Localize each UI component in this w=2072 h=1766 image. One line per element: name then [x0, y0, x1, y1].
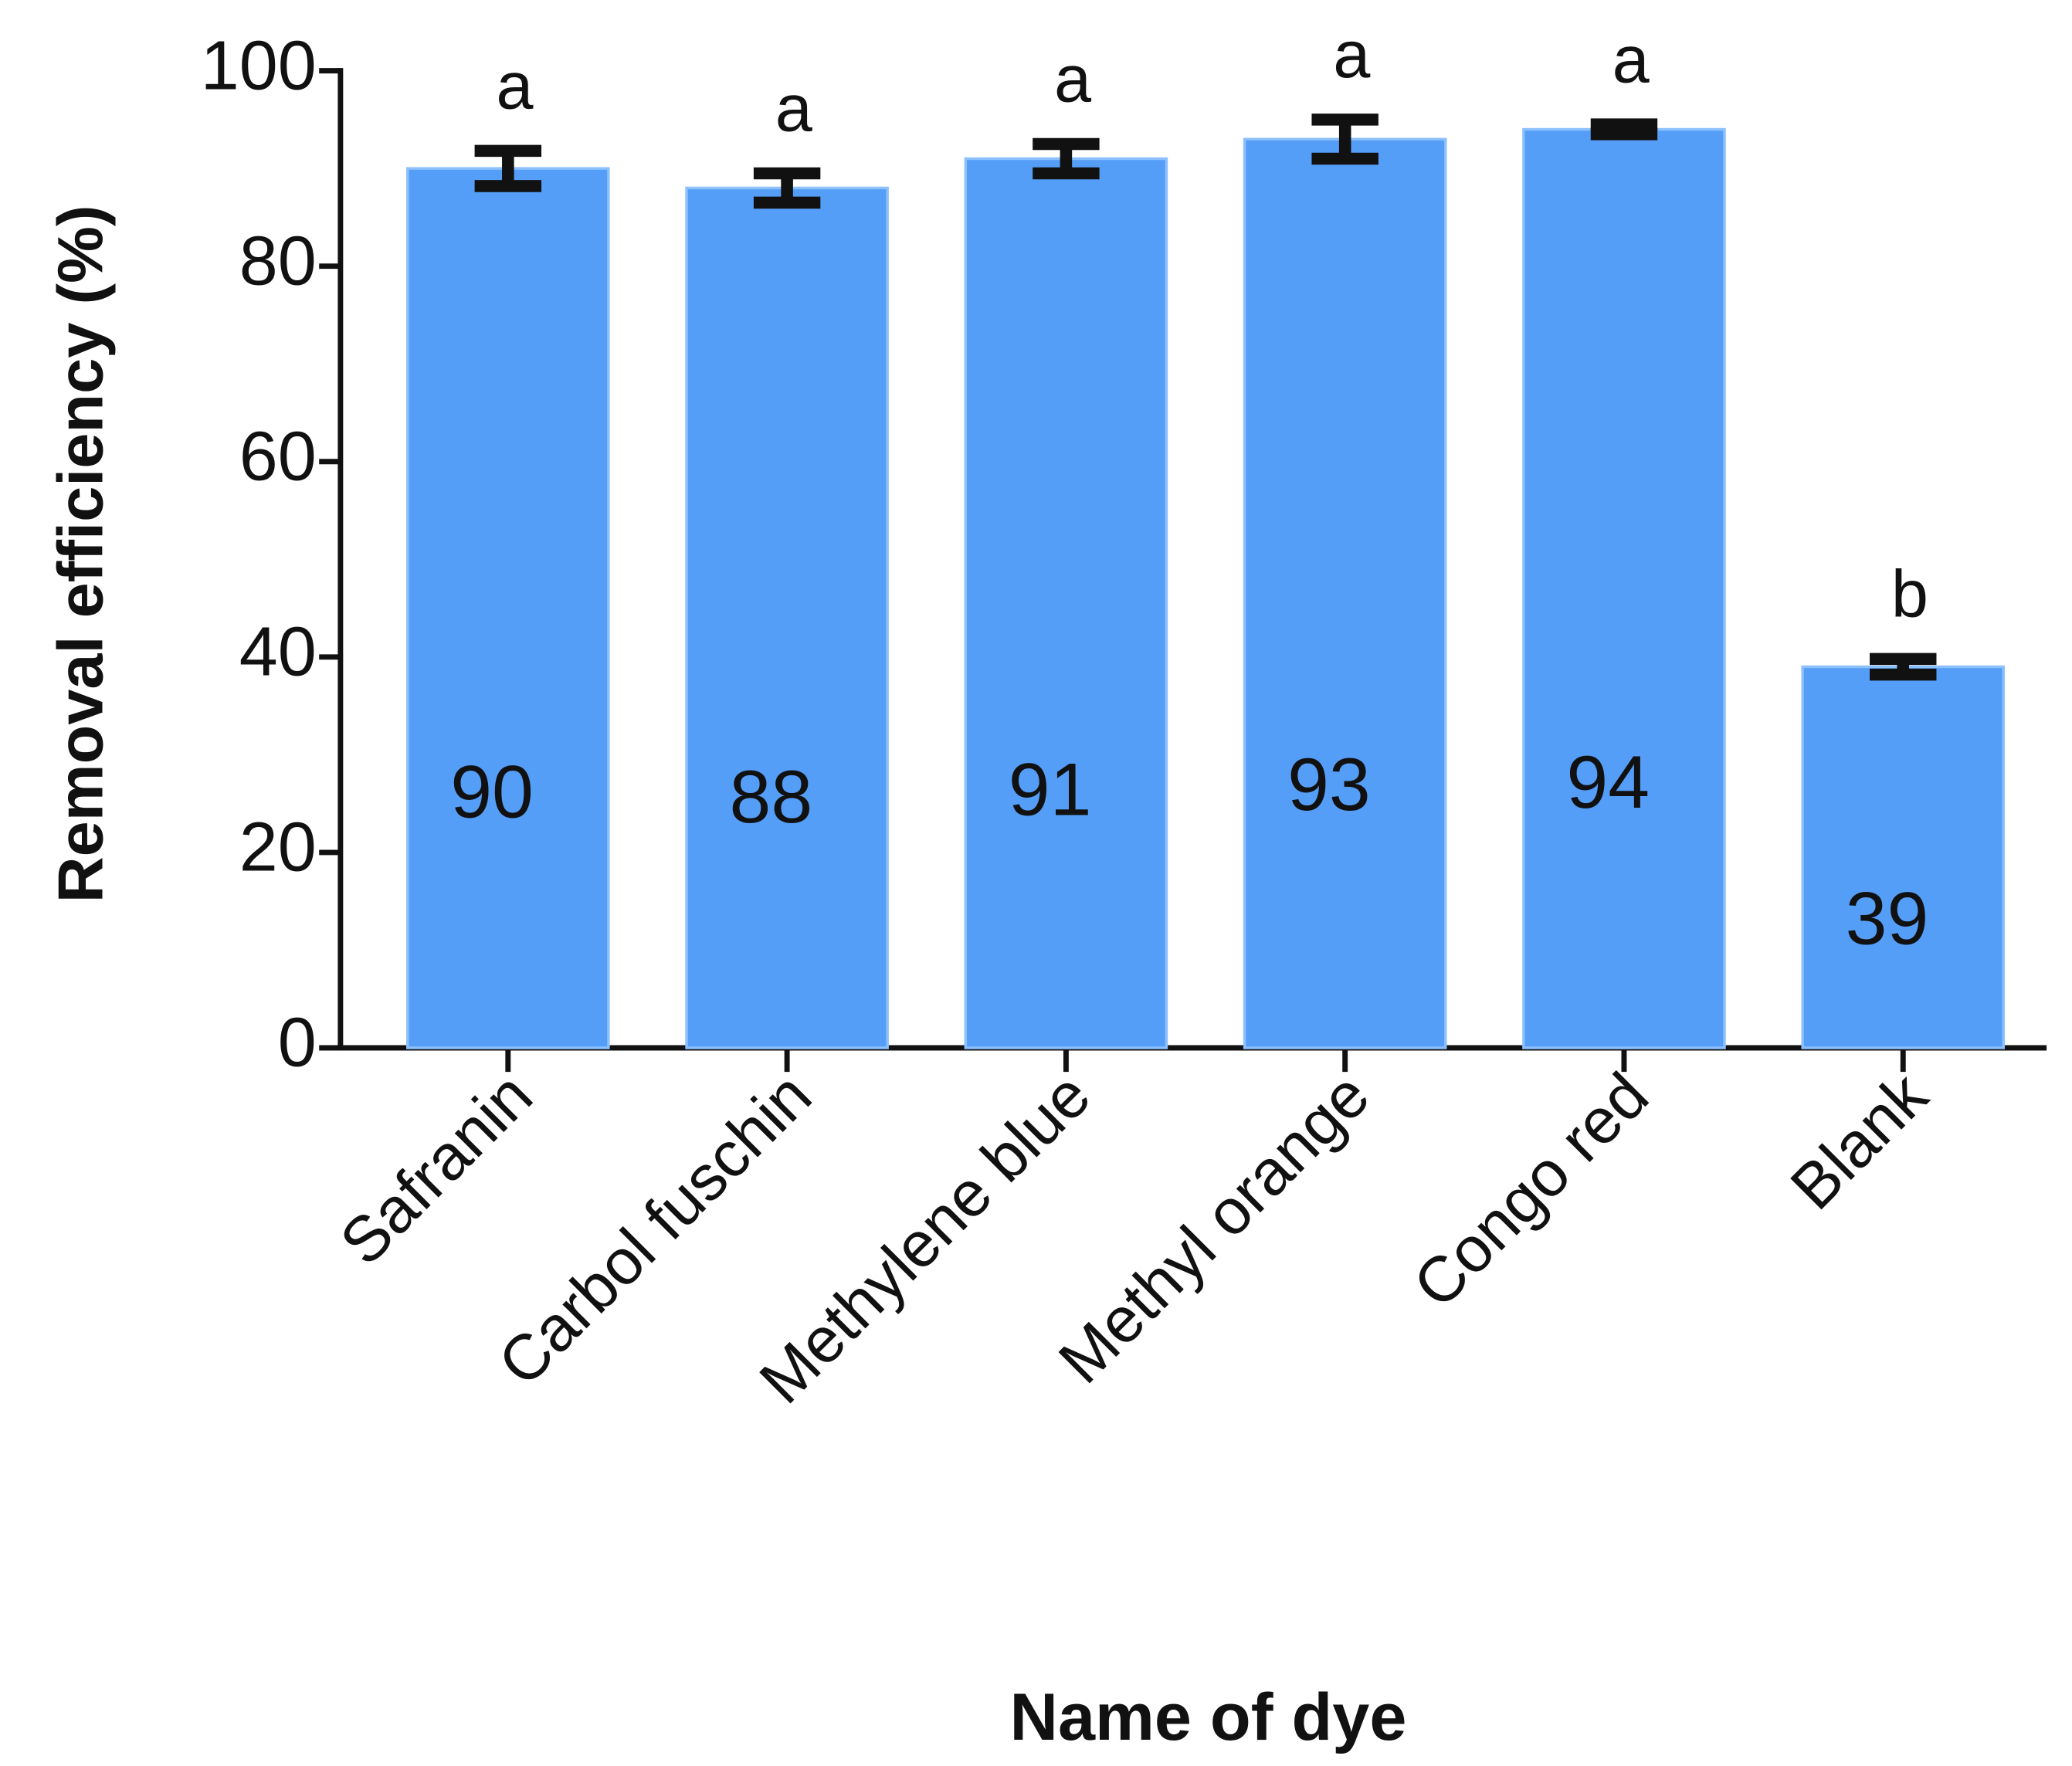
y-axis-title: Removal efficiency (%): [45, 205, 117, 903]
error-bar: [1870, 653, 1937, 681]
bar: [1522, 127, 1726, 1049]
x-tick-label: Safranin: [327, 1059, 546, 1278]
bar: [685, 186, 889, 1049]
x-tick-label: Blank: [1777, 1059, 1941, 1223]
significance-letter: a: [1612, 22, 1650, 97]
value-label: 93: [1287, 742, 1371, 826]
significance-letter: a: [496, 49, 534, 123]
y-tick-label: 80: [239, 222, 317, 300]
value-label: 90: [450, 750, 534, 834]
bar: [1243, 137, 1447, 1049]
value-label: 94: [1566, 740, 1650, 824]
y-tick-label: 60: [239, 419, 317, 496]
bar: [406, 167, 610, 1049]
significance-letter: a: [775, 72, 813, 146]
error-bar: [1590, 118, 1658, 141]
error-bar: [753, 167, 821, 209]
significance-letter: a: [1333, 18, 1371, 92]
y-tick-label: 100: [201, 27, 317, 104]
significance-letter: b: [1891, 557, 1928, 631]
y-tick-label: 0: [278, 1005, 317, 1082]
value-label: 39: [1846, 876, 1929, 961]
y-tick-label: 40: [239, 614, 317, 691]
error-bar: [474, 144, 542, 192]
bar: [1801, 665, 2006, 1049]
bar: [964, 157, 1168, 1049]
x-tick-label: Congo red: [1399, 1059, 1662, 1321]
error-bar: [1033, 137, 1100, 180]
error-bar: [1311, 114, 1379, 165]
value-label: 91: [1009, 747, 1092, 831]
value-label: 88: [730, 754, 813, 839]
x-axis-title: Name of dye: [1010, 1680, 1407, 1754]
y-tick-label: 20: [239, 809, 317, 886]
significance-letter: a: [1054, 42, 1092, 117]
